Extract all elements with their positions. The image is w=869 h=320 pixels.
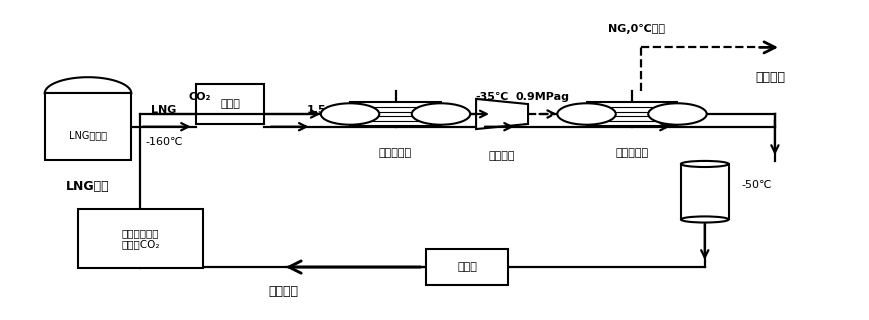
Text: 一级换热器: 一级换热器 [379, 148, 412, 158]
Text: LNG储罐: LNG储罐 [66, 180, 109, 194]
Bar [681, 164, 728, 220]
Text: 外输总管: 外输总管 [755, 71, 786, 84]
Text: 增压泵: 增压泵 [220, 99, 240, 109]
Bar [426, 249, 508, 285]
Text: LNG: LNG [151, 105, 176, 115]
Text: 干冰机: 干冰机 [457, 262, 477, 272]
Text: LNG低压泵: LNG低压泵 [69, 130, 107, 140]
Ellipse shape [681, 161, 728, 167]
Text: 二级换热器: 二级换热器 [615, 148, 648, 158]
Ellipse shape [681, 216, 728, 222]
Text: -50℃: -50℃ [741, 180, 772, 190]
Circle shape [648, 103, 706, 125]
Text: 1.5~3MPag: 1.5~3MPag [307, 105, 377, 115]
Bar [350, 102, 441, 126]
Polygon shape [476, 99, 528, 129]
Text: -35℃: -35℃ [475, 92, 508, 102]
Circle shape [321, 103, 379, 125]
Text: NG,0℃以上: NG,0℃以上 [607, 24, 665, 34]
Text: 天然气重整制
氢副产CO₂: 天然气重整制 氢副产CO₂ [121, 228, 160, 249]
Bar [77, 209, 203, 268]
Bar [587, 102, 678, 126]
Bar [44, 93, 131, 160]
Text: -160℃: -160℃ [145, 137, 182, 147]
Bar [196, 84, 264, 124]
Text: CO₂: CO₂ [188, 92, 210, 102]
Text: 产品干冰: 产品干冰 [268, 285, 298, 299]
Circle shape [412, 103, 470, 125]
Text: 一级增压: 一级增压 [489, 151, 515, 161]
Circle shape [557, 103, 616, 125]
Text: 0.9MPag: 0.9MPag [515, 92, 570, 102]
